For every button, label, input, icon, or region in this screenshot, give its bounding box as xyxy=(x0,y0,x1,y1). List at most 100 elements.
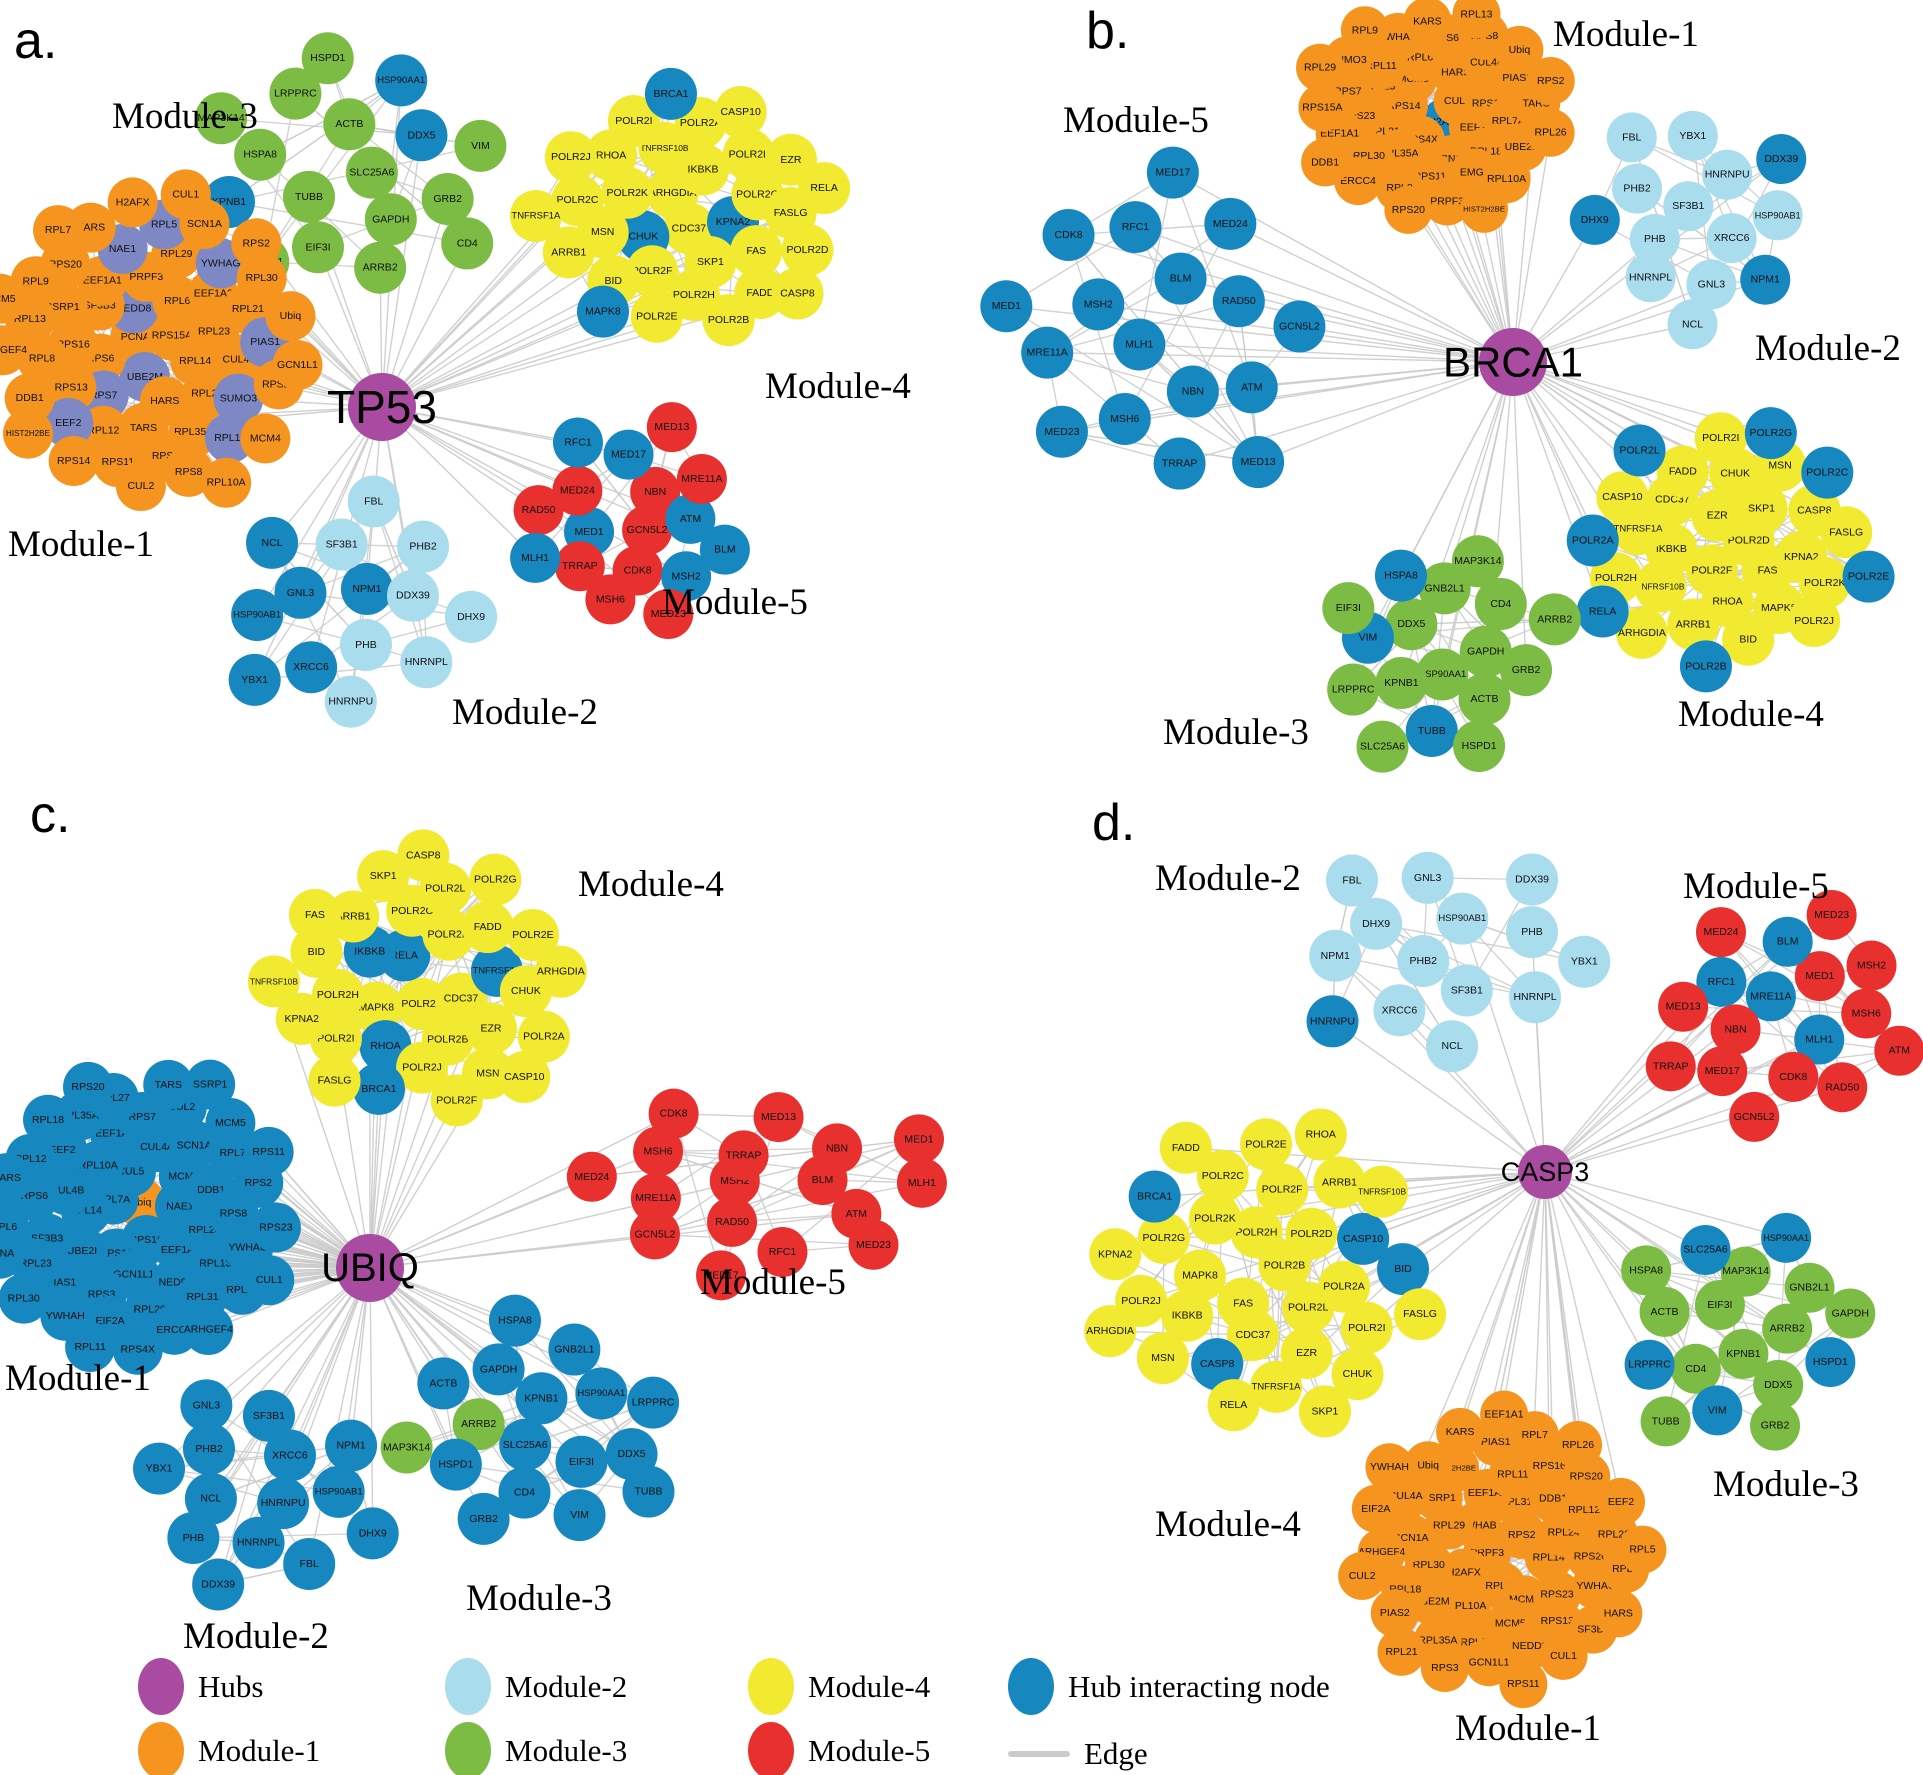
node-label: POLR2D xyxy=(1728,534,1770,546)
node-POLR2G: POLR2G xyxy=(1137,1211,1190,1264)
node-label: MRE11A xyxy=(681,473,722,485)
node-KPNB1: KPNB1 xyxy=(1718,1328,1769,1379)
node-label: EEF1A2 xyxy=(194,288,233,300)
node-RPS20: RPS20 xyxy=(63,1061,114,1112)
node-label: RPL29 xyxy=(160,248,192,260)
node-CDK8: CDK8 xyxy=(1768,1051,1819,1102)
node-EIF3I: EIF3I xyxy=(291,221,344,274)
node-label: HSPD1 xyxy=(1813,1356,1848,1368)
node-label: RPS7 xyxy=(129,1111,157,1123)
node-RPL21: RPL21 xyxy=(1377,1627,1426,1676)
node-label: RAD50 xyxy=(1825,1081,1859,1093)
node-ARRB1: ARRB1 xyxy=(1313,1156,1366,1209)
node-label: MLH1 xyxy=(1125,338,1153,350)
node-label: BID xyxy=(308,946,326,958)
node-KARS: KARS xyxy=(0,1153,32,1204)
node-label: H2AFX xyxy=(116,196,150,208)
node-ARRB2: ARRB2 xyxy=(354,241,407,294)
node-MED13: MED13 xyxy=(646,402,697,453)
node-label: ERCC4 xyxy=(1340,175,1376,187)
node-label: ARRB1 xyxy=(1322,1176,1357,1188)
node-label: MED17 xyxy=(704,1269,739,1281)
node-label: GNB2L1 xyxy=(1789,1282,1829,1294)
node-label: MED1 xyxy=(1805,970,1834,982)
node-label: ARRB2 xyxy=(363,262,398,274)
node-label: CHUK xyxy=(511,985,541,997)
node-label: ARRB2 xyxy=(1537,613,1572,625)
node-label: POLR2L xyxy=(729,149,769,161)
node-GAPDH: GAPDH xyxy=(1459,625,1512,678)
node-GNL3: GNL3 xyxy=(1401,851,1454,904)
node-label: HSP90AA1 xyxy=(1418,669,1466,680)
node-GNB2L1: GNB2L1 xyxy=(548,1323,601,1376)
node-MLH1: MLH1 xyxy=(1113,318,1166,371)
node-label: VIM xyxy=(1708,1404,1727,1416)
node-label: CASP10 xyxy=(1343,1233,1383,1245)
node-TRRAP: TRRAP xyxy=(554,541,605,592)
node-MED13: MED13 xyxy=(1232,436,1285,489)
node-KARS: KARS xyxy=(1403,0,1452,46)
node-EIF3I: EIF3I xyxy=(1322,582,1375,635)
node-TNFRSF10B: TNFRSF10B xyxy=(1356,1165,1409,1218)
node-label: MED17 xyxy=(611,449,646,461)
node-ARHGDIA: ARHGDIA xyxy=(1615,606,1668,659)
node-RELA: RELA xyxy=(1576,585,1629,638)
node-label: GNB2L1 xyxy=(554,1344,594,1356)
node-MAP3K14: MAP3K14 xyxy=(195,92,248,145)
node-POLR2C: POLR2C xyxy=(1196,1149,1249,1202)
node-label: BRCA1 xyxy=(1137,1191,1172,1203)
node-SKP1: SKP1 xyxy=(1298,1385,1351,1438)
node-CD4: CD4 xyxy=(1474,578,1527,631)
node-label: SF3B1 xyxy=(1672,200,1704,212)
node-HSP90AB1: HSP90AB1 xyxy=(1436,892,1489,945)
node-label: EIF3I xyxy=(569,1456,594,1468)
node-label: RPL35A xyxy=(1418,1635,1457,1647)
node-label: GAPDH xyxy=(1467,646,1504,658)
node-label: POLR2I xyxy=(1702,432,1739,444)
node-label: CUL5 xyxy=(1444,95,1471,107)
node-label: CDK8 xyxy=(1055,229,1083,241)
node-label: GNL3 xyxy=(1414,872,1442,884)
node-label: EIF2A xyxy=(1361,1503,1390,1515)
node-label: MED24 xyxy=(560,485,595,497)
node-label: RPL10A xyxy=(1447,1600,1486,1612)
node-label: MED13 xyxy=(1666,1001,1701,1013)
node-POLR2I: POLR2I xyxy=(1694,412,1747,465)
node-label: MED1 xyxy=(574,526,603,538)
node-label: EEF2 xyxy=(1460,121,1486,133)
node-MED1: MED1 xyxy=(980,280,1033,333)
node-SF3B1: SF3B1 xyxy=(1663,181,1714,232)
node-POLR2J: POLR2J xyxy=(396,1041,449,1094)
node-label: GCN5L2 xyxy=(635,1228,676,1240)
node-label: TUBB xyxy=(1652,1415,1680,1427)
node-POLR2F: POLR2F xyxy=(430,1074,483,1127)
node-label: SCN1A xyxy=(177,1139,212,1151)
node-label: ARHGEF4 xyxy=(1358,1547,1405,1558)
node-label: POLR2J xyxy=(551,151,591,163)
node-DDX39: DDX39 xyxy=(192,1558,245,1611)
node-ARHGEF4: ARHGEF4 xyxy=(183,1304,234,1355)
node-label: TNFRSF1A xyxy=(1614,524,1664,535)
node-BID: BID xyxy=(1722,613,1775,666)
node-label: RPL23 xyxy=(20,1257,52,1269)
node-label: MCM4 xyxy=(250,432,281,444)
node-TUBB: TUBB xyxy=(1405,704,1458,757)
node-SLC25A6: SLC25A6 xyxy=(1356,720,1409,773)
node-FADD: FADD xyxy=(1159,1121,1212,1174)
node-label: CUL4A xyxy=(140,1141,174,1153)
node-NPM1: NPM1 xyxy=(1740,254,1791,305)
legend-label: Module-2 xyxy=(505,1668,628,1704)
node-label: Ubiq xyxy=(1417,1459,1439,1471)
node-CASP8: CASP8 xyxy=(1191,1338,1244,1391)
node-label: CUL2 xyxy=(1349,1570,1376,1582)
module-label-module-1: Module-1 xyxy=(5,1358,151,1399)
node-label: NPM1 xyxy=(1751,274,1780,286)
node-TUBB: TUBB xyxy=(1640,1396,1691,1447)
node-CASP8: CASP8 xyxy=(397,829,450,882)
node-label: MSN xyxy=(1768,460,1791,472)
node-NCL: NCL xyxy=(184,1472,237,1525)
node-RAD50: RAD50 xyxy=(707,1196,758,1247)
node-RELA: RELA xyxy=(1207,1379,1260,1432)
hub-label: TP53 xyxy=(327,381,437,433)
